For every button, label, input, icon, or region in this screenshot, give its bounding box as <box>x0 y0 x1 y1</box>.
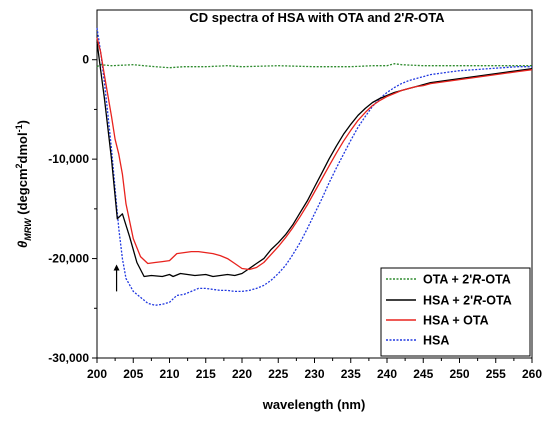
x-tick-label: 250 <box>449 367 469 381</box>
y-axis-label-unit-a: (degcm <box>15 169 30 219</box>
series-lines <box>96 27 533 306</box>
series-line-hsa-2-r-ota <box>96 41 533 278</box>
legend-box <box>380 267 531 357</box>
y-axis-label: θMRW (degcm2dmol-1) <box>14 120 33 248</box>
y-axis-label-sup-2: 2 <box>14 163 24 168</box>
legend-label-ota-2-r-ota: OTA + 2'R-OTA <box>423 273 511 287</box>
x-tick-label: 225 <box>268 367 288 381</box>
y-tick-label: -10,000 <box>48 152 89 166</box>
x-tick-label: 255 <box>486 367 506 381</box>
x-tick-label: 235 <box>341 367 361 381</box>
x-tick-label: 205 <box>123 367 143 381</box>
x-axis-ticks: 200 205 210 215 220 225 230 235 240 245 250 255 260 <box>87 358 542 381</box>
series-line-hsa <box>96 27 532 306</box>
x-tick-label: 200 <box>87 367 107 381</box>
x-tick-label: 245 <box>413 367 433 381</box>
y-axis-label-sup-neg1: -1 <box>14 124 24 132</box>
x-tick-label: 230 <box>304 367 324 381</box>
series-line-ota-2-r-ota <box>96 63 532 69</box>
y-axis-label-unit-b: dmol <box>15 132 30 163</box>
x-tick-label: 260 <box>522 367 542 381</box>
x-tick-label: 220 <box>232 367 252 381</box>
series-line-hsa-ota <box>96 37 533 271</box>
y-axis-label-unit-c: ) <box>15 120 30 124</box>
legend-label-hsa-ota: HSA + OTA <box>423 314 489 328</box>
annotation-arrow-head <box>113 264 120 271</box>
legend-items: OTA + 2'R-OTA HSA + 2'R-OTA HSA + OTA HSA <box>386 273 512 348</box>
y-axis-ticks: 0 -10,000 -20,000 -30,000 <box>48 53 97 365</box>
chart-title: CD spectra of HSA with OTA and 2'R-OTA <box>189 10 445 25</box>
y-tick-label: 0 <box>82 53 89 67</box>
x-tick-label: 215 <box>196 367 216 381</box>
x-tick-label: 240 <box>377 367 397 381</box>
y-axis-label-subscript: MRW <box>23 217 33 241</box>
y-tick-label: -30,000 <box>48 351 89 365</box>
x-axis-label: wavelength (nm) <box>262 397 366 412</box>
x-tick-label: 210 <box>159 367 179 381</box>
legend-label-hsa-2-r-ota: HSA + 2'R-OTA <box>423 294 512 308</box>
legend-label-hsa: HSA <box>423 334 449 348</box>
y-axis-label-theta: θ <box>15 241 30 248</box>
y-tick-label: -20,000 <box>48 252 89 266</box>
legend: OTA + 2'R-OTA HSA + 2'R-OTA HSA + OTA HSA <box>380 267 531 357</box>
